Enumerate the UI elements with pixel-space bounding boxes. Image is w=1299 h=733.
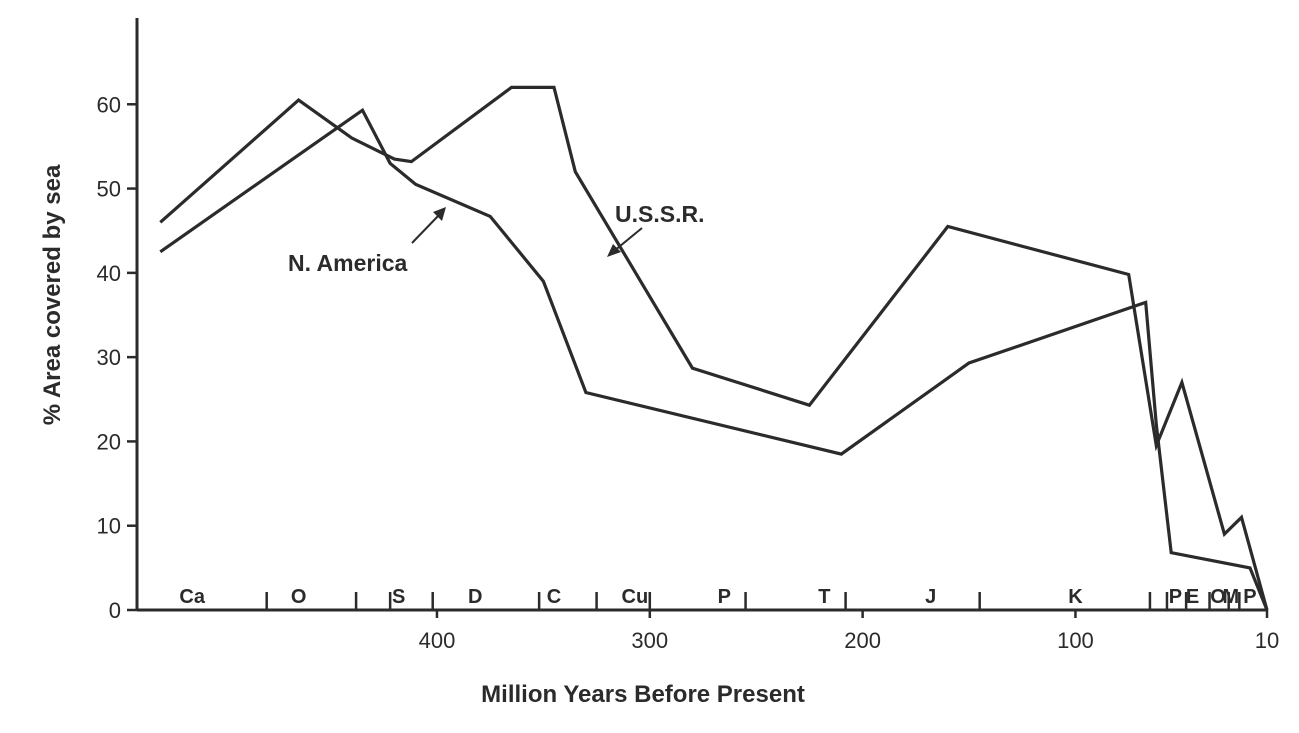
x-tick-label: 400	[419, 628, 456, 653]
period-label: C	[547, 586, 561, 608]
period-marks-group: Ca O S D C Cu P T J K P E OM P	[179, 586, 1257, 610]
y-tick-label: 40	[97, 261, 121, 286]
x-tick-label: 300	[631, 628, 668, 653]
period-label: T	[818, 586, 830, 608]
period-label: P	[718, 586, 731, 608]
n-america-arrow	[411, 213, 441, 244]
series-group	[159, 85, 1269, 611]
period-label: D	[468, 586, 482, 608]
x-tick-label: 10	[1255, 628, 1279, 653]
period-label: K	[1068, 586, 1083, 608]
series-line-ussr	[159, 85, 1269, 611]
y-axis-title: % Area covered by sea	[39, 164, 66, 425]
y-tick-label: 20	[97, 429, 121, 454]
ussr-label: U.S.S.R.	[615, 201, 704, 227]
period-label: P	[1243, 586, 1256, 608]
period-label: Cu	[622, 586, 649, 608]
y-tick-label: 0	[109, 598, 121, 623]
n-america-label: N. America	[288, 250, 408, 276]
period-label: J	[925, 586, 936, 608]
y-tick-label: 10	[97, 514, 121, 539]
period-label: O	[291, 586, 307, 608]
period-label: P	[1169, 586, 1182, 608]
x-tick-label: 200	[844, 628, 881, 653]
period-label: Ca	[179, 586, 205, 608]
x-axis-title: Million Years Before Present	[481, 681, 805, 708]
y-tick-label: 30	[97, 345, 121, 370]
period-label: O	[1210, 586, 1226, 608]
y-tick-label: 60	[97, 92, 121, 117]
x-tick-label: 100	[1057, 628, 1094, 653]
ussr-arrow	[613, 227, 643, 252]
series-line-n-america	[159, 107, 1269, 611]
n-america-arrowhead	[433, 207, 446, 221]
axes-group: 0 10 20 30 40 50 60 400 300 200 100 10	[97, 18, 1279, 653]
period-label: M	[1222, 586, 1239, 608]
period-label: S	[392, 586, 405, 608]
y-tick-label: 50	[97, 177, 121, 202]
period-label: E	[1186, 586, 1199, 608]
ussr-arrowhead	[607, 244, 621, 257]
annotations-group: U.S.S.R. N. America	[288, 201, 704, 276]
